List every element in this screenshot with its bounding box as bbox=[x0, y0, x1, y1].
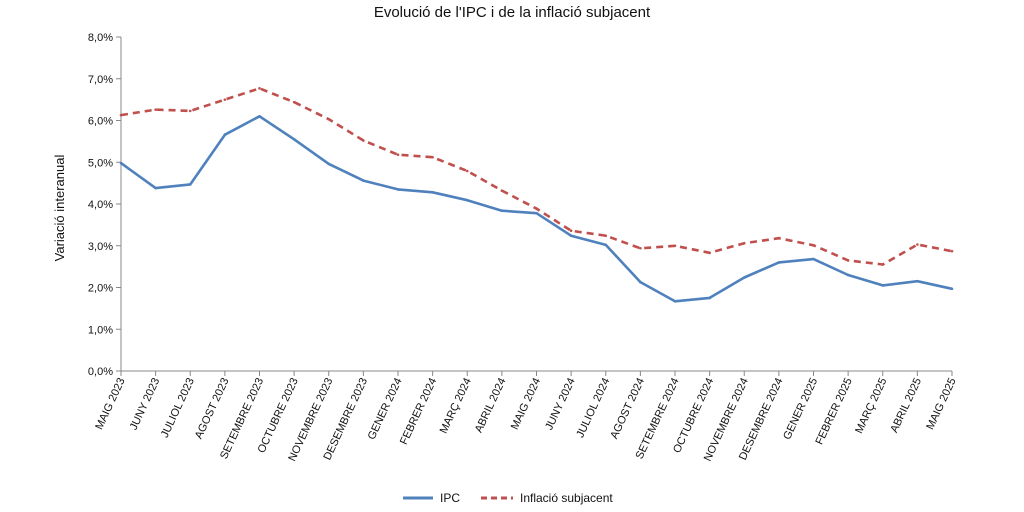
data-point-inflacio-subjacent bbox=[119, 113, 123, 117]
series-lines bbox=[119, 87, 954, 303]
data-point-inflacio-subjacent bbox=[916, 243, 919, 246]
x-tick-label: MAIG 2023 bbox=[93, 376, 127, 431]
data-point-ipc bbox=[708, 296, 711, 300]
chart-title: Evolució de l'IPC i de la inflació subja… bbox=[374, 4, 651, 21]
data-point-ipc bbox=[535, 211, 538, 215]
data-point-inflacio-subjacent bbox=[881, 263, 885, 266]
x-tick-label: MARÇ 2024 bbox=[438, 376, 474, 435]
data-point-inflacio-subjacent bbox=[465, 169, 469, 173]
data-point-ipc bbox=[465, 198, 469, 202]
data-point-inflacio-subjacent bbox=[742, 241, 746, 245]
data-point-ipc bbox=[881, 284, 885, 287]
data-point-ipc bbox=[639, 280, 642, 284]
data-point-ipc bbox=[812, 257, 815, 261]
data-point-inflacio-subjacent bbox=[950, 249, 954, 253]
data-point-ipc bbox=[154, 186, 157, 190]
data-point-ipc bbox=[500, 209, 504, 212]
data-point-ipc bbox=[396, 188, 400, 191]
data-point-inflacio-subjacent bbox=[535, 207, 538, 210]
data-point-inflacio-subjacent bbox=[777, 236, 781, 240]
x-tick-label: AGOST 2023 bbox=[193, 376, 232, 441]
data-point-ipc bbox=[292, 137, 296, 141]
data-point-inflacio-subjacent bbox=[431, 155, 434, 159]
data-point-ipc bbox=[846, 273, 850, 277]
x-tick-label: JULIOL 2024 bbox=[574, 376, 612, 439]
x-tick-label: MAIG 2025 bbox=[924, 376, 958, 431]
x-tick-label: FEBRER 2024 bbox=[398, 376, 439, 446]
legend-label-inflacio-subjacent: Inflació subjacent bbox=[520, 491, 613, 505]
y-tick-label: 2,0% bbox=[88, 283, 113, 295]
y-tick-label: 4,0% bbox=[88, 199, 113, 211]
y-tick-label: 5,0% bbox=[88, 157, 113, 169]
data-point-inflacio-subjacent bbox=[396, 153, 400, 157]
data-point-inflacio-subjacent bbox=[708, 251, 711, 255]
data-point-ipc bbox=[604, 243, 608, 247]
data-point-ipc bbox=[327, 162, 331, 166]
data-point-inflacio-subjacent bbox=[846, 259, 850, 262]
y-tick-label: 0,0% bbox=[88, 366, 113, 378]
x-tick-label: JULIOL 2023 bbox=[159, 376, 197, 439]
data-point-ipc bbox=[950, 287, 954, 291]
x-tick-label: GENER 2024 bbox=[366, 376, 405, 441]
legend: IPC Inflació subjacent bbox=[403, 491, 613, 505]
data-point-inflacio-subjacent bbox=[154, 108, 157, 111]
data-point-inflacio-subjacent bbox=[639, 246, 642, 250]
x-tick-label: ABRIL 2024 bbox=[473, 376, 509, 434]
y-tick-label: 8,0% bbox=[88, 32, 113, 44]
data-point-ipc bbox=[777, 261, 781, 264]
data-point-inflacio-subjacent bbox=[604, 234, 608, 238]
x-tick-label: AGOST 2024 bbox=[608, 376, 647, 441]
data-point-ipc bbox=[188, 183, 192, 186]
data-point-inflacio-subjacent bbox=[223, 98, 227, 101]
y-tick-label: 7,0% bbox=[88, 74, 113, 86]
data-point-inflacio-subjacent bbox=[327, 117, 331, 121]
data-point-inflacio-subjacent bbox=[500, 189, 504, 192]
y-tick-label: 6,0% bbox=[88, 116, 113, 128]
data-point-ipc bbox=[569, 234, 573, 238]
data-point-inflacio-subjacent bbox=[292, 100, 296, 104]
data-point-ipc bbox=[673, 299, 677, 303]
data-point-ipc bbox=[362, 179, 365, 182]
y-tick-label: 1,0% bbox=[88, 324, 113, 336]
data-point-inflacio-subjacent bbox=[362, 139, 365, 142]
y-tick-labels: 0,0% 1,0% 2,0% 3,0% 4,0% 5,0% 6,0% 7,0% 8,0% bbox=[88, 32, 113, 378]
x-tick-label: GENER 2025 bbox=[781, 376, 820, 441]
y-tick-label: 3,0% bbox=[88, 241, 113, 253]
data-point-inflacio-subjacent bbox=[812, 244, 815, 247]
x-tick-label: JUNY 2023 bbox=[128, 376, 163, 432]
data-point-ipc bbox=[742, 276, 746, 279]
x-tick-label: ABRIL 2025 bbox=[888, 376, 924, 434]
data-point-inflacio-subjacent bbox=[569, 229, 573, 233]
legend-label-ipc: IPC bbox=[440, 491, 460, 505]
data-point-inflacio-subjacent bbox=[188, 109, 192, 113]
x-tick-label: FEBRER 2025 bbox=[813, 376, 854, 446]
data-point-ipc bbox=[258, 115, 261, 118]
series-line-inflacio-subjacent bbox=[120, 87, 953, 266]
x-tick-label: MARÇ 2025 bbox=[853, 376, 889, 435]
data-point-ipc bbox=[431, 191, 434, 194]
data-point-inflacio-subjacent bbox=[258, 87, 261, 90]
y-axis-label: Variació interanual bbox=[52, 155, 67, 262]
data-point-ipc bbox=[119, 161, 123, 165]
x-tick-label: MAIG 2024 bbox=[509, 376, 543, 431]
data-point-inflacio-subjacent bbox=[673, 244, 677, 248]
x-tick-label: JUNY 2024 bbox=[543, 376, 578, 432]
data-point-ipc bbox=[916, 279, 919, 283]
data-point-ipc bbox=[223, 133, 227, 136]
axes bbox=[116, 36, 953, 376]
